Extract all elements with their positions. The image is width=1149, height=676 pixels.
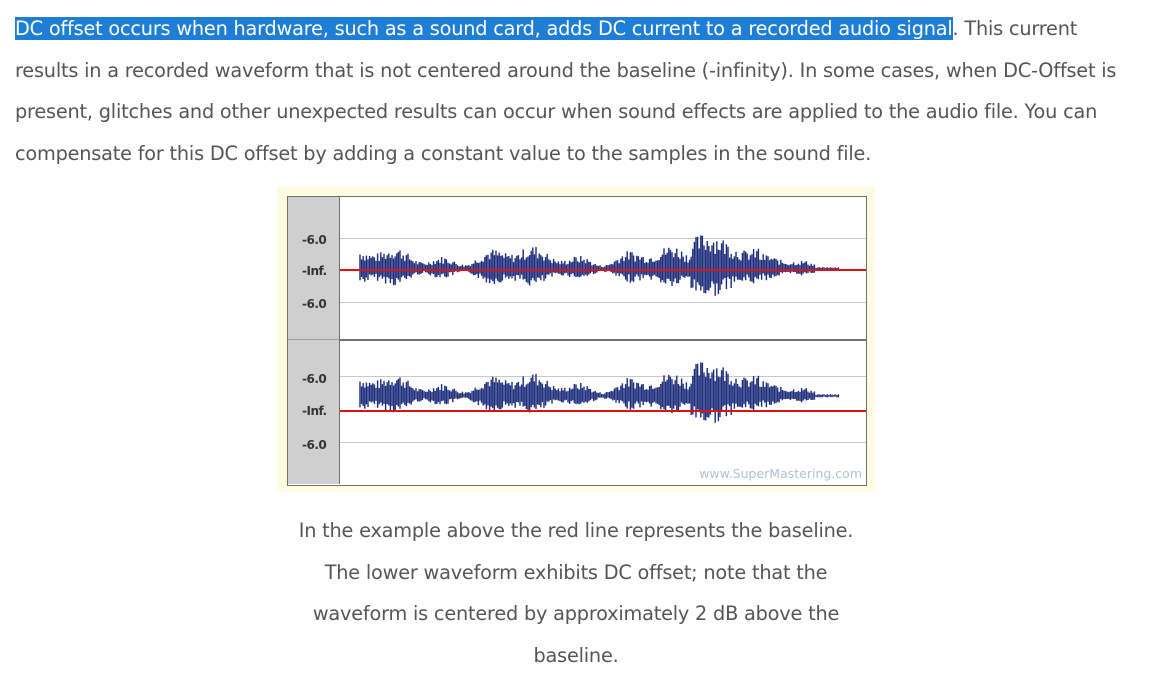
top-ruler-label: -Inf. xyxy=(302,264,327,278)
top-baseline-red-line xyxy=(340,269,866,271)
bottom-ruler-label: -Inf. xyxy=(302,404,327,418)
top-ruler-label: -6.0 xyxy=(302,297,326,311)
dc-offset-paragraph: DC offset occurs when hardware, such as … xyxy=(15,8,1143,174)
top-panel-ruler: -6.0 -Inf. -6.0 xyxy=(288,197,340,340)
bottom-ruler-label: -6.0 xyxy=(302,372,326,386)
caption-line: The lower waveform exhibits DC offset; n… xyxy=(270,552,882,594)
bottom-waveform xyxy=(340,197,866,487)
bottom-baseline-red-line xyxy=(340,410,866,412)
caption-line: waveform is centered by approximately 2 … xyxy=(270,593,882,635)
top-ruler-label: -6.0 xyxy=(302,233,326,247)
caption-line: baseline. xyxy=(270,635,882,676)
highlighted-text-selection[interactable]: DC offset occurs when hardware, such as … xyxy=(15,17,953,40)
supermastering-watermark: www.SuperMastering.com xyxy=(699,466,862,481)
caption-line: In the example above the red line repres… xyxy=(270,510,882,552)
waveform-figure: -6.0 -Inf. -6.0 -6.0 -Inf. -6.0 www.Supe… xyxy=(287,196,867,486)
waveform-figure-frame: -6.0 -Inf. -6.0 -6.0 -Inf. -6.0 www.Supe… xyxy=(277,186,875,492)
figure-caption: In the example above the red line repres… xyxy=(270,510,882,676)
bottom-ruler-label: -6.0 xyxy=(302,438,326,452)
bottom-panel-ruler: -6.0 -Inf. -6.0 xyxy=(288,340,340,484)
